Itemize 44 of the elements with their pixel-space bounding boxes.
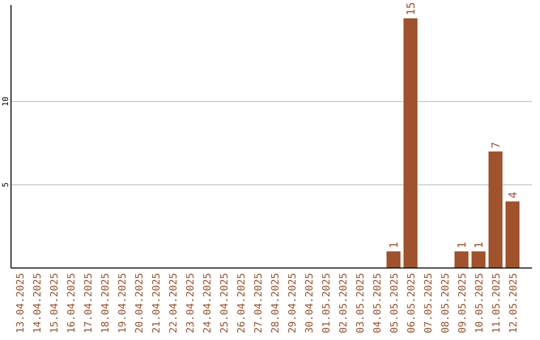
y-tick-label: 10 [1,96,10,106]
x-tick-label: 27.04.2025 [254,273,264,334]
x-tick-label: 03.05.2025 [356,273,366,334]
bar [404,18,418,268]
bar [454,251,468,268]
x-tick-label: 19.04.2025 [118,273,128,334]
data-label: 1 [388,242,400,248]
x-tick-label: 18.04.2025 [100,273,112,334]
x-tick-label: 13.04.2025 [16,273,26,334]
x-tick-label: 02.05.2025 [338,273,350,334]
x-tick-label: 21.04.2025 [152,273,162,334]
bar [386,251,400,268]
x-tick-label: 25.04.2025 [220,273,230,334]
x-tick-label: 04.05.2025 [372,273,384,334]
x-tick-label: 14.04.2025 [32,273,44,334]
bar [506,201,520,268]
x-tick-label: 26.04.2025 [236,273,248,334]
data-label: 4 [506,191,520,198]
x-tick-label: 22.04.2025 [168,273,180,334]
x-tick-label: 08.05.2025 [440,273,452,334]
x-tick-label: 12.05.2025 [508,273,520,334]
bar [488,151,502,268]
x-tick-label: 10.05.2025 [474,273,486,334]
x-tick-label: 17.04.2025 [84,273,94,334]
x-tick-label: 09.05.2025 [458,273,468,334]
bar [472,251,486,268]
y-tick-label: 5 [1,182,10,188]
x-tick-label: 28.04.2025 [270,273,282,334]
data-label: 1 [456,242,468,248]
x-tick-label: 20.04.2025 [134,273,146,334]
x-tick-label: 01.05.2025 [322,273,332,334]
x-tick-label: 15.04.2025 [50,273,60,334]
x-tick-label: 30.04.2025 [304,273,316,334]
x-tick-label: 16.04.2025 [66,273,78,334]
data-label: 15 [404,2,418,16]
x-tick-label: 05.05.2025 [390,273,400,334]
x-tick-label: 06.05.2025 [406,273,418,334]
data-label: 1 [472,242,486,248]
x-tick-label: 11.05.2025 [492,273,502,334]
x-tick-label: 07.05.2025 [424,273,434,334]
x-tick-label: 23.04.2025 [186,273,196,334]
x-tick-label: 29.04.2025 [288,273,298,334]
x-tick-label: 24.04.2025 [202,273,214,334]
data-label: 7 [490,142,502,148]
